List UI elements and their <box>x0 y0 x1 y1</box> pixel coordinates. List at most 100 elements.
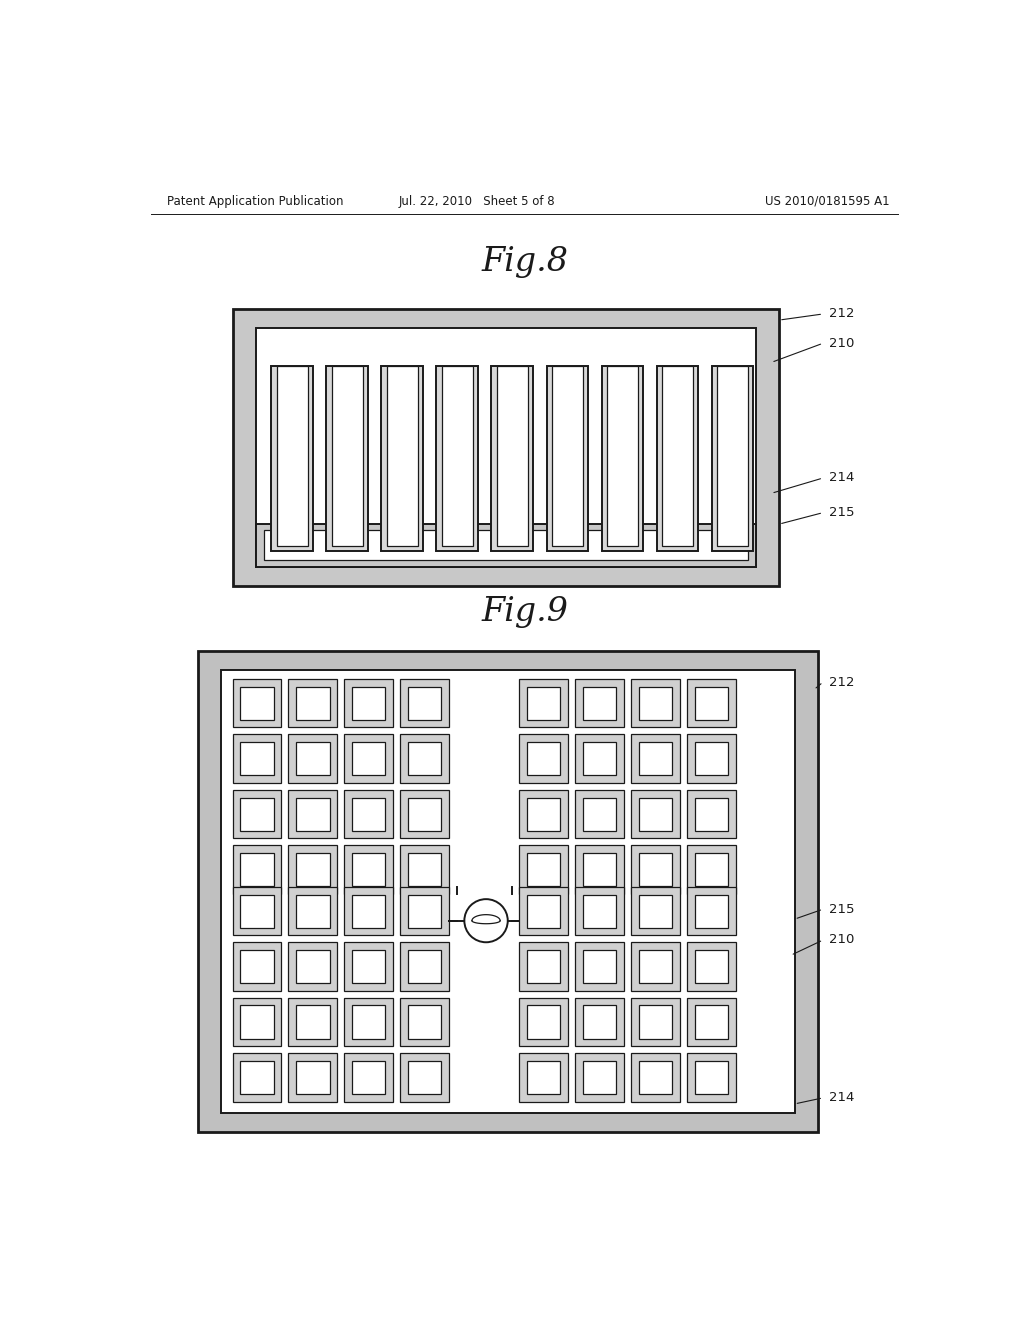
Bar <box>639 797 672 830</box>
Bar <box>519 998 568 1047</box>
Bar <box>631 678 680 727</box>
Text: 210: 210 <box>829 337 855 350</box>
Bar <box>289 678 337 727</box>
Bar <box>527 797 560 830</box>
Bar <box>344 789 393 838</box>
Bar <box>256 327 756 566</box>
Bar <box>289 998 337 1047</box>
Bar <box>583 1006 616 1039</box>
Bar <box>583 950 616 983</box>
Bar <box>552 367 583 545</box>
Bar <box>662 367 693 545</box>
Bar <box>400 734 449 783</box>
Bar <box>241 1061 273 1094</box>
Bar <box>232 845 282 894</box>
Bar <box>408 797 441 830</box>
Bar <box>241 895 273 928</box>
Bar <box>408 686 441 719</box>
Bar <box>575 789 624 838</box>
Bar <box>400 998 449 1047</box>
Bar <box>631 942 680 991</box>
Bar <box>639 742 672 775</box>
Bar <box>276 367 308 545</box>
Bar <box>687 734 735 783</box>
Bar <box>694 742 728 775</box>
Bar <box>352 853 385 886</box>
Bar <box>232 942 282 991</box>
Bar <box>344 998 393 1047</box>
Bar <box>583 742 616 775</box>
Bar <box>527 1006 560 1039</box>
Bar <box>519 887 568 936</box>
Text: Jul. 22, 2010   Sheet 5 of 8: Jul. 22, 2010 Sheet 5 of 8 <box>399 194 555 207</box>
Text: Fig.8: Fig.8 <box>481 246 568 277</box>
Bar <box>296 1006 330 1039</box>
Bar <box>631 887 680 936</box>
Bar <box>694 950 728 983</box>
Bar <box>232 887 282 936</box>
Bar <box>631 734 680 783</box>
Bar <box>256 524 756 566</box>
Bar <box>639 853 672 886</box>
Bar <box>263 531 748 561</box>
Bar <box>241 797 273 830</box>
Bar <box>352 895 385 928</box>
Bar <box>656 367 698 552</box>
Bar <box>387 367 418 545</box>
Bar <box>687 887 735 936</box>
Bar <box>527 1061 560 1094</box>
Bar <box>232 678 282 727</box>
Text: US 2010/0181595 A1: US 2010/0181595 A1 <box>765 194 890 207</box>
Bar <box>694 797 728 830</box>
Bar <box>583 686 616 719</box>
Text: 215: 215 <box>829 903 855 916</box>
Bar <box>408 895 441 928</box>
Bar <box>639 1061 672 1094</box>
Bar <box>232 734 282 783</box>
Bar <box>717 367 748 545</box>
Bar <box>344 942 393 991</box>
Bar <box>583 797 616 830</box>
Bar <box>575 942 624 991</box>
Bar <box>344 678 393 727</box>
Bar <box>400 887 449 936</box>
Bar <box>687 789 735 838</box>
Bar <box>519 789 568 838</box>
Bar <box>687 998 735 1047</box>
Bar <box>289 887 337 936</box>
Bar <box>296 950 330 983</box>
Bar <box>271 367 313 552</box>
Bar <box>527 853 560 886</box>
Bar <box>408 1006 441 1039</box>
Bar <box>492 367 534 552</box>
Bar <box>631 1053 680 1102</box>
Bar <box>400 789 449 838</box>
Bar <box>519 734 568 783</box>
Bar <box>519 1053 568 1102</box>
Text: 214: 214 <box>829 1092 855 1105</box>
Bar <box>687 1053 735 1102</box>
Bar <box>687 942 735 991</box>
Bar <box>694 1061 728 1094</box>
Bar <box>327 367 369 552</box>
Bar <box>639 895 672 928</box>
Text: 215: 215 <box>829 506 855 519</box>
Bar <box>639 1006 672 1039</box>
Text: 212: 212 <box>829 676 855 689</box>
Bar <box>289 942 337 991</box>
Bar <box>583 853 616 886</box>
Bar <box>601 367 643 552</box>
Bar <box>575 1053 624 1102</box>
Bar <box>344 845 393 894</box>
Bar <box>241 686 273 719</box>
Bar <box>344 1053 393 1102</box>
Bar <box>352 1006 385 1039</box>
Bar <box>232 789 282 838</box>
Bar <box>352 950 385 983</box>
Bar <box>344 887 393 936</box>
Bar <box>639 686 672 719</box>
Bar <box>527 686 560 719</box>
Bar <box>527 895 560 928</box>
Bar <box>547 367 589 552</box>
Bar <box>344 734 393 783</box>
